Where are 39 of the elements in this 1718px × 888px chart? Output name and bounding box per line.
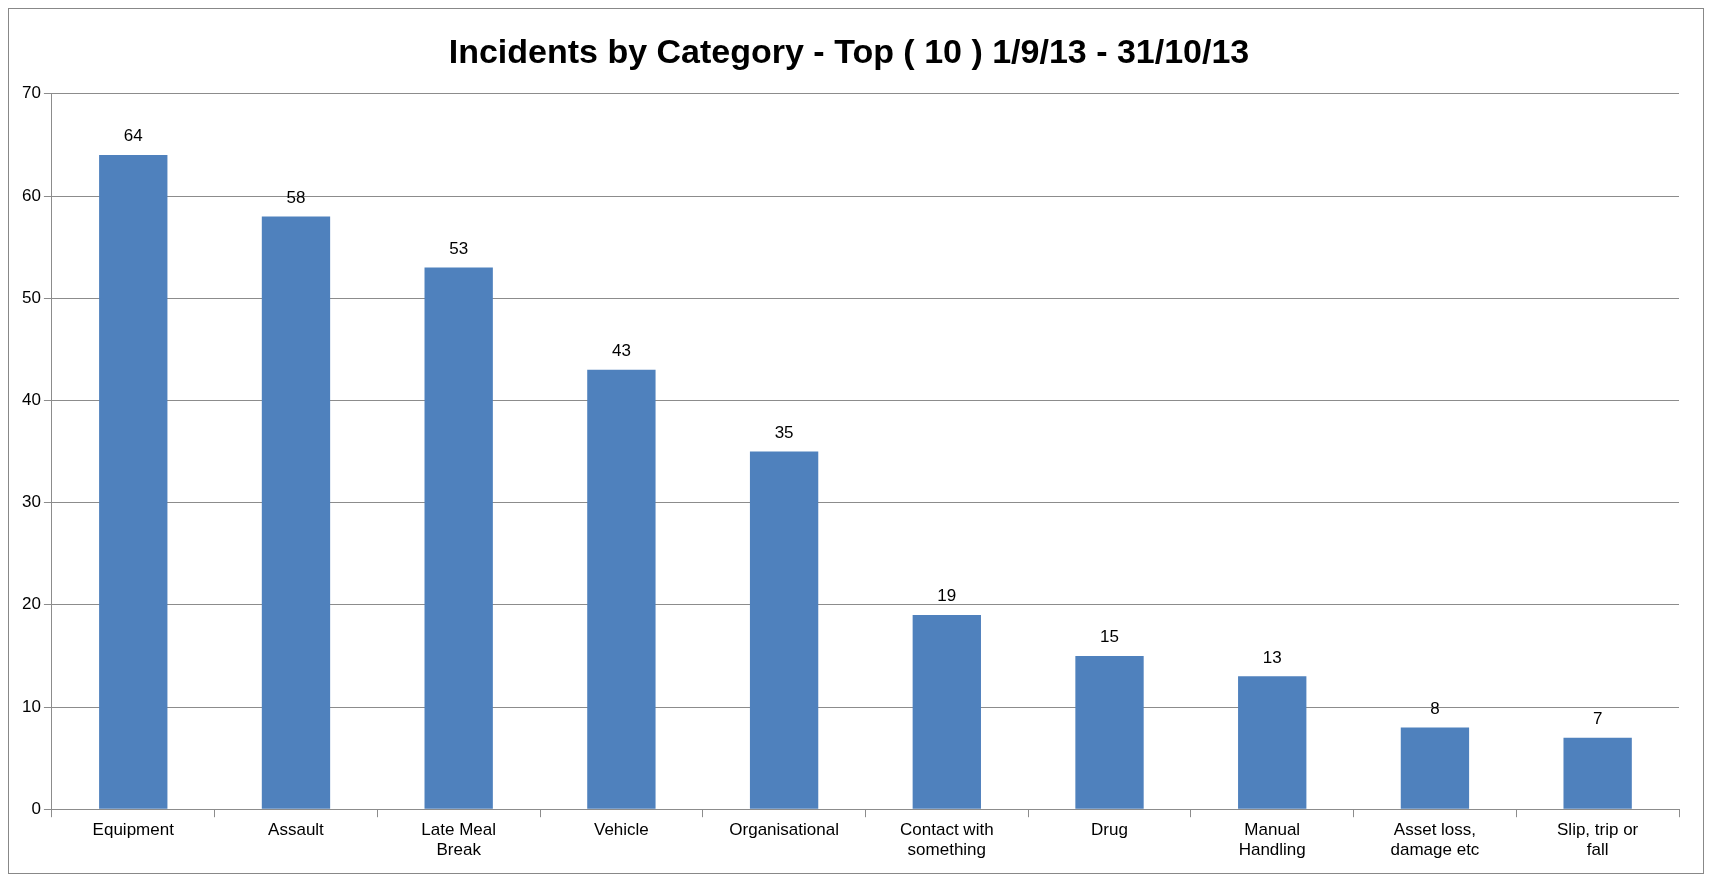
bar [1238, 676, 1307, 809]
y-tick-label: 50 [21, 287, 41, 307]
x-tick-label: Manual Handling [1238, 820, 1306, 860]
data-label: 13 [1262, 647, 1282, 667]
x-tick-label: Organisational [729, 820, 839, 840]
data-label: 58 [286, 187, 306, 207]
x-tick-label: Drug [1091, 820, 1128, 840]
y-tick-label: 40 [21, 390, 41, 410]
bar [1563, 737, 1632, 809]
data-label: 19 [937, 586, 957, 606]
x-tick-label: Vehicle [593, 820, 649, 840]
x-tick-label: Assault [268, 820, 325, 840]
data-label: 35 [774, 422, 794, 442]
x-tick-label: Contact with something [900, 820, 994, 860]
data-label: 43 [611, 340, 631, 360]
data-label: 7 [1592, 708, 1603, 728]
data-label: 8 [1430, 698, 1440, 718]
y-tick-label: 20 [21, 594, 41, 614]
y-tick-label: 30 [21, 492, 41, 512]
bar [587, 369, 656, 809]
x-tick-label: Equipment [92, 820, 175, 840]
y-tick-label: 60 [21, 185, 41, 205]
bar [1075, 655, 1144, 809]
bar [749, 451, 819, 809]
y-tick-label: 0 [31, 798, 41, 818]
x-tick-label: Asset loss, damage etc [1390, 820, 1480, 860]
bar [912, 615, 981, 809]
bar [261, 216, 331, 809]
x-tick-label: Late Meal Break [421, 820, 497, 860]
data-label: 15 [1100, 627, 1119, 647]
bar [424, 267, 493, 809]
data-label: 64 [123, 126, 143, 146]
bar [1400, 727, 1470, 809]
chart-title: Incidents by Category - Top ( 10 ) 1/9/13 - 31/10/13 [448, 31, 1250, 70]
data-label: 53 [449, 238, 469, 258]
bar [99, 155, 168, 809]
y-tick-label: 10 [21, 696, 41, 716]
y-tick-label: 70 [21, 83, 41, 103]
x-tick-label: Slip, trip or fall [1557, 820, 1639, 860]
